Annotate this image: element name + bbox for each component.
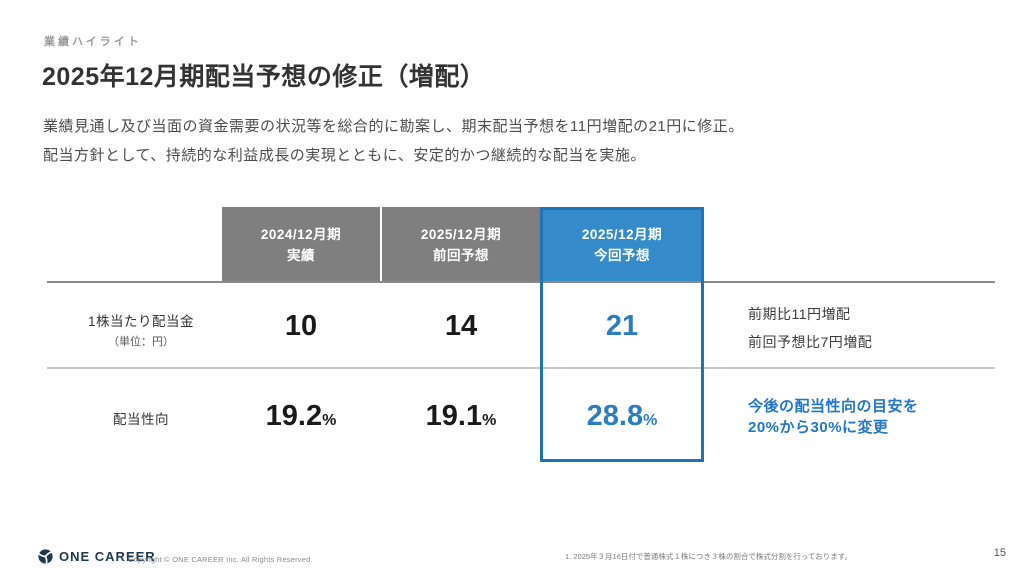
- value-unit: %: [482, 412, 497, 429]
- page-number: 15: [993, 547, 1006, 559]
- note-line-2: 20%から30%に変更: [748, 419, 889, 436]
- value-unit: %: [643, 412, 658, 429]
- table-rule-middle: [47, 367, 995, 369]
- table-rule-top: [47, 281, 995, 283]
- row-label-dividend-per-share: 1株当たり配当金 （単位：円）: [60, 310, 222, 349]
- one-career-logo-icon: [37, 548, 54, 565]
- footnotes: 1. 2025年３月16日付で普通株式１株につき３株の割合で株式分割を行っており…: [565, 533, 917, 576]
- note-dps: 前期比11円増配 前回予想比7円増配: [748, 300, 872, 356]
- header-divider: [380, 207, 382, 283]
- section-label: 業績ハイライト: [44, 36, 142, 48]
- column-header-2025-previous: 2025/12月期 前回予想: [382, 207, 540, 283]
- value-dps-2025-previous: 14: [382, 305, 540, 347]
- logo-text: ONE CAREER: [59, 549, 156, 564]
- value-dps-2024-actual: 10: [222, 305, 380, 347]
- copyright-text: Copyright © ONE CAREER Inc. All Rights R…: [128, 555, 313, 564]
- lead-line-1: 業績見通し及び当面の資金需要の状況等を総合的に勘案し、期末配当予想を11円増配の…: [43, 118, 744, 135]
- note-line-1: 前期比11円増配: [748, 306, 851, 322]
- company-logo: ONE CAREER: [37, 548, 156, 565]
- column-header-kind: 今回予想: [594, 248, 650, 263]
- column-header-period: 2025/12月期: [420, 227, 502, 242]
- column-header-period: 2024/12月期: [260, 227, 342, 242]
- value-number: 19.1: [425, 400, 483, 432]
- value-payout-2025-previous: 19.1%: [382, 395, 540, 437]
- column-header-2024-actual: 2024/12月期 実績: [222, 207, 380, 283]
- column-header-kind: 前回予想: [433, 248, 489, 263]
- row-label-unit: （単位：円）: [108, 336, 174, 348]
- column-header-period: 2025/12月期: [581, 227, 663, 242]
- page-title: 2025年12月期配当予想の修正（増配）: [42, 63, 486, 91]
- lead-paragraph: 業績見通し及び当面の資金需要の状況等を総合的に勘案し、期末配当予想を11円増配の…: [43, 112, 744, 170]
- lead-line-2: 配当方針として、持続的な利益成長の実現とともに、安定的かつ継続的な配当を実施。: [43, 147, 646, 164]
- value-payout-2024-actual: 19.2%: [222, 395, 380, 437]
- value-number: 14: [444, 310, 478, 342]
- value-unit: %: [322, 412, 337, 429]
- value-number: 28.8: [586, 400, 644, 432]
- value-number: 19.2: [265, 400, 323, 432]
- row-label-text: 配当性向: [113, 412, 169, 427]
- footnote-line-1: 1. 2025年３月16日付で普通株式１株につき３株の割合で株式分割を行っており…: [565, 552, 853, 561]
- row-label-payout-ratio: 配当性向: [60, 408, 222, 428]
- note-line-1: 今後の配当性向の目安を: [748, 398, 919, 415]
- column-header-kind: 実績: [287, 248, 315, 263]
- value-number: 10: [284, 310, 318, 342]
- value-payout-2025-current: 28.8%: [540, 395, 704, 437]
- value-dps-2025-current: 21: [540, 305, 704, 347]
- row-label-text: 1株当たり配当金: [87, 314, 194, 329]
- note-line-2: 前回予想比7円増配: [748, 334, 873, 350]
- value-number: 21: [605, 310, 639, 342]
- column-header-2025-current: 2025/12月期 今回予想: [540, 207, 704, 283]
- note-payout-ratio: 今後の配当性向の目安を 20%から30%に変更: [748, 396, 919, 438]
